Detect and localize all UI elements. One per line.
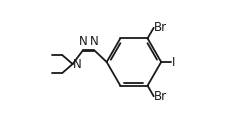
Text: N: N — [73, 58, 82, 71]
Text: Br: Br — [154, 21, 168, 34]
Text: N: N — [79, 35, 87, 48]
Text: I: I — [171, 56, 175, 68]
Text: Br: Br — [154, 90, 168, 103]
Text: N: N — [90, 35, 99, 48]
